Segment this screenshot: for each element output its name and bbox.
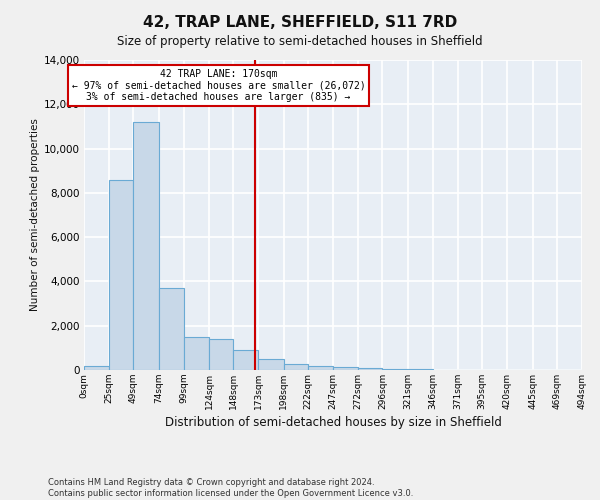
Bar <box>133 122 158 370</box>
Bar <box>333 366 358 370</box>
Bar <box>209 339 233 370</box>
Text: Size of property relative to semi-detached houses in Sheffield: Size of property relative to semi-detach… <box>117 35 483 48</box>
Text: Contains HM Land Registry data © Crown copyright and database right 2024.
Contai: Contains HM Land Registry data © Crown c… <box>48 478 413 498</box>
Text: 42 TRAP LANE: 170sqm
← 97% of semi-detached houses are smaller (26,072)
3% of se: 42 TRAP LANE: 170sqm ← 97% of semi-detac… <box>71 70 365 102</box>
Bar <box>158 288 184 370</box>
Bar <box>259 359 284 370</box>
Bar <box>84 366 109 370</box>
Bar <box>233 350 259 370</box>
Y-axis label: Number of semi-detached properties: Number of semi-detached properties <box>29 118 40 312</box>
Bar <box>308 366 333 370</box>
X-axis label: Distribution of semi-detached houses by size in Sheffield: Distribution of semi-detached houses by … <box>164 416 502 429</box>
Bar <box>184 337 209 370</box>
Bar <box>284 364 308 370</box>
Text: 42, TRAP LANE, SHEFFIELD, S11 7RD: 42, TRAP LANE, SHEFFIELD, S11 7RD <box>143 15 457 30</box>
Bar <box>382 369 407 370</box>
Bar <box>358 368 382 370</box>
Bar <box>109 180 133 370</box>
